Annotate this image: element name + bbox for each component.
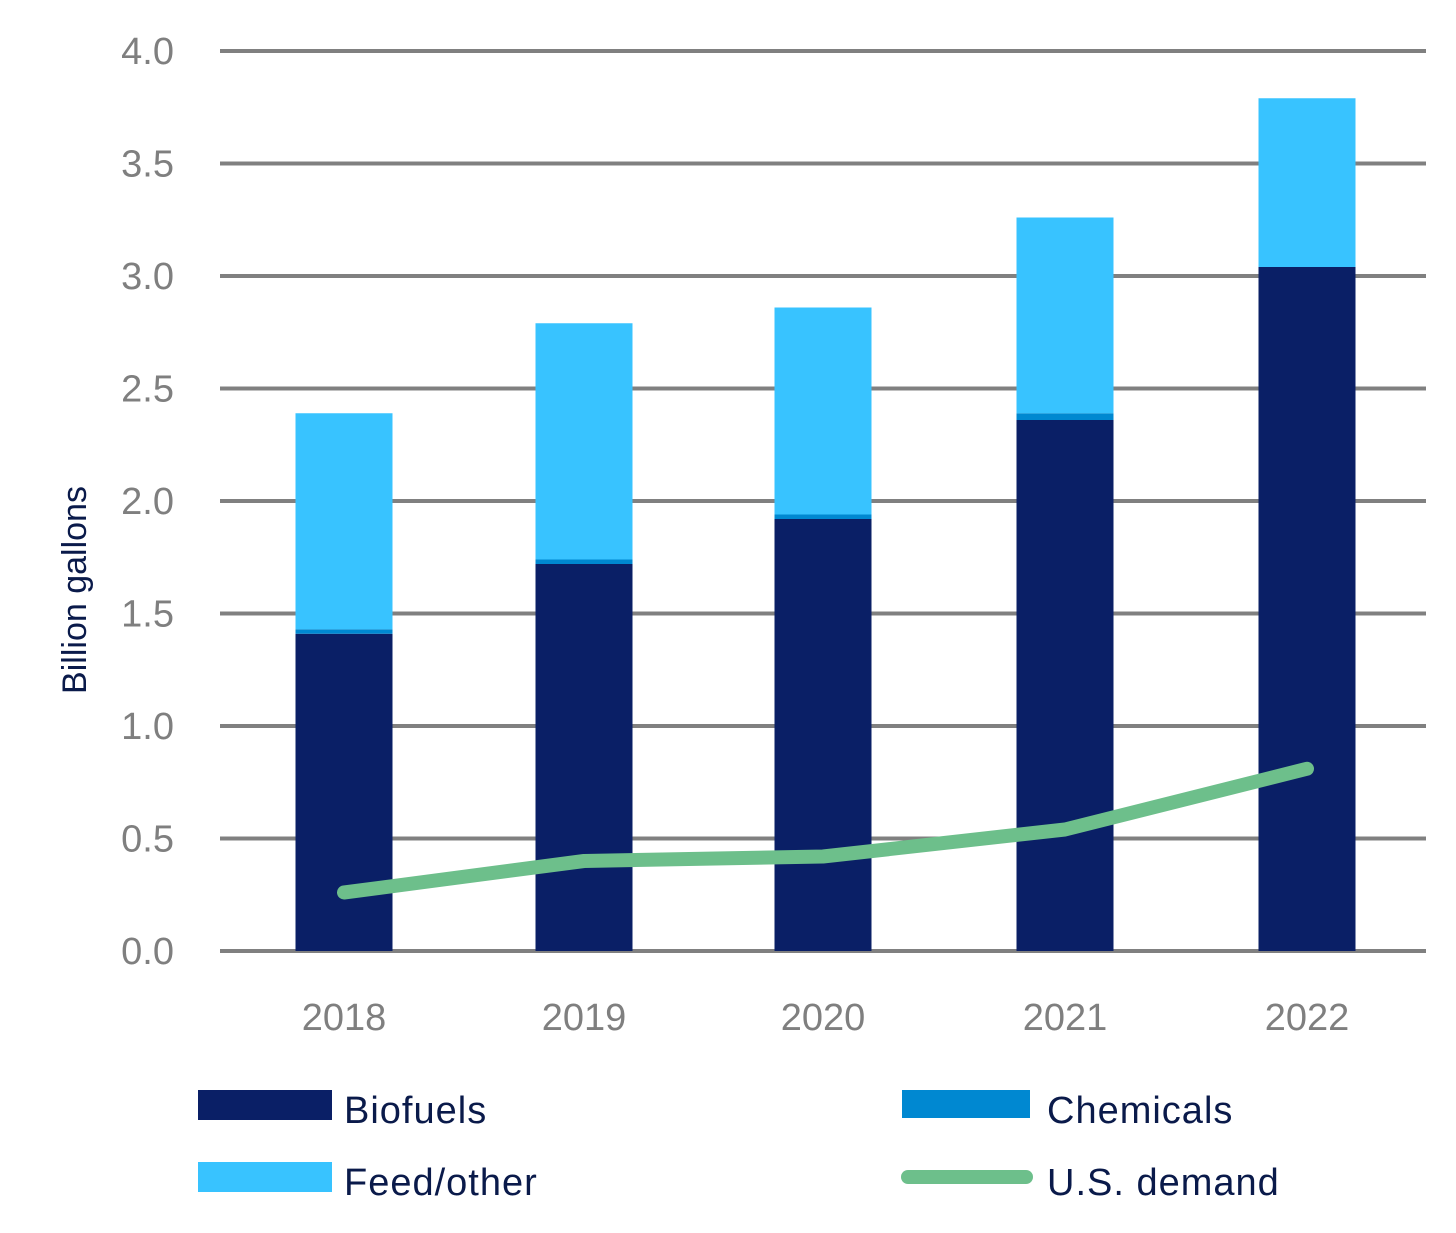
x-tick-label: 2019	[542, 997, 627, 1039]
y-tick-label: 3.5	[121, 144, 174, 186]
legend-item: Chemicals	[902, 1090, 1233, 1132]
y-tick-label: 0.5	[121, 819, 174, 861]
y-tick-label: 4.0	[121, 31, 174, 73]
line-us-demand	[337, 761, 1314, 900]
legend-swatch	[198, 1162, 332, 1192]
y-tick-label: 1.5	[121, 594, 174, 636]
bar-biofuels-2021	[1016, 420, 1114, 951]
bar-biofuels-2020	[774, 519, 872, 951]
legend-item: Biofuels	[198, 1090, 487, 1132]
bar-biofuels-2018	[295, 633, 393, 951]
bar-chemicals-2020	[774, 514, 872, 519]
legend-swatch	[902, 1090, 1030, 1118]
legend-item: Feed/other	[198, 1162, 538, 1204]
x-tick-label: 2021	[1023, 997, 1108, 1039]
legend-item: U.S. demand	[901, 1162, 1280, 1204]
bar-feed-other-2021	[1016, 217, 1114, 414]
x-tick-label: 2018	[302, 997, 387, 1039]
bar-feed-other-2022	[1258, 98, 1356, 267]
bar-feed-other-2019	[535, 323, 633, 560]
bar-chemicals-2018	[295, 629, 393, 634]
bar-biofuels-2022	[1258, 267, 1356, 951]
legend-label: Biofuels	[344, 1090, 487, 1132]
bar-chemicals-2019	[535, 559, 633, 564]
y-tick-label: 2.5	[121, 369, 174, 411]
y-tick-label: 0.0	[121, 931, 174, 973]
y-tick-label: 1.0	[121, 706, 174, 748]
bar-biofuels-2019	[535, 564, 633, 951]
bar-feed-other-2020	[774, 307, 872, 515]
legend-label: Feed/other	[344, 1162, 538, 1204]
legend-label: Chemicals	[1047, 1090, 1233, 1132]
bar-feed-other-2018	[295, 413, 393, 630]
y-tick-label: 3.0	[121, 256, 174, 298]
bar-chemicals-2021	[1016, 413, 1114, 420]
legend-swatch	[198, 1090, 332, 1120]
legend-label: U.S. demand	[1047, 1162, 1280, 1204]
x-tick-label: 2020	[781, 997, 866, 1039]
y-axis-label: Billion gallons	[56, 486, 94, 694]
y-tick-label: 2.0	[121, 481, 174, 523]
x-tick-label: 2022	[1265, 997, 1350, 1039]
